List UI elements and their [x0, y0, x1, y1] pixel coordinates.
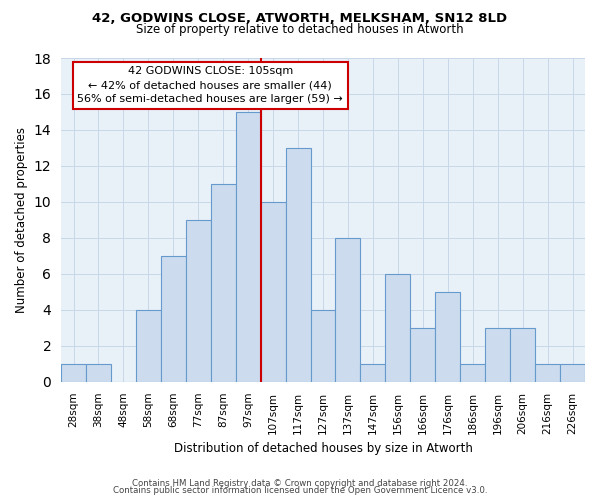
Bar: [286, 148, 311, 382]
Bar: [385, 274, 410, 382]
Bar: [435, 292, 460, 382]
Y-axis label: Number of detached properties: Number of detached properties: [15, 127, 28, 313]
Bar: [86, 364, 111, 382]
Bar: [460, 364, 485, 382]
Bar: [560, 364, 585, 382]
Text: Contains public sector information licensed under the Open Government Licence v3: Contains public sector information licen…: [113, 486, 487, 495]
X-axis label: Distribution of detached houses by size in Atworth: Distribution of detached houses by size …: [173, 442, 472, 455]
Bar: [361, 364, 385, 382]
Text: 42, GODWINS CLOSE, ATWORTH, MELKSHAM, SN12 8LD: 42, GODWINS CLOSE, ATWORTH, MELKSHAM, SN…: [92, 12, 508, 26]
Bar: [211, 184, 236, 382]
Bar: [535, 364, 560, 382]
Text: Contains HM Land Registry data © Crown copyright and database right 2024.: Contains HM Land Registry data © Crown c…: [132, 478, 468, 488]
Text: 42 GODWINS CLOSE: 105sqm
← 42% of detached houses are smaller (44)
56% of semi-d: 42 GODWINS CLOSE: 105sqm ← 42% of detach…: [77, 66, 343, 104]
Bar: [161, 256, 186, 382]
Bar: [410, 328, 435, 382]
Bar: [510, 328, 535, 382]
Text: Size of property relative to detached houses in Atworth: Size of property relative to detached ho…: [136, 22, 464, 36]
Bar: [485, 328, 510, 382]
Bar: [61, 364, 86, 382]
Bar: [335, 238, 361, 382]
Bar: [311, 310, 335, 382]
Bar: [186, 220, 211, 382]
Bar: [136, 310, 161, 382]
Bar: [260, 202, 286, 382]
Bar: [236, 112, 260, 382]
